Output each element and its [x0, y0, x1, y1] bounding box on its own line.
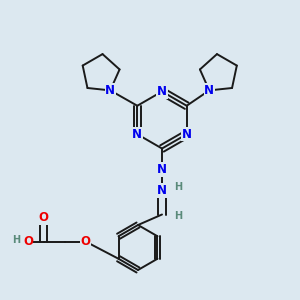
Text: O: O	[38, 211, 49, 224]
Text: N: N	[204, 84, 214, 97]
Text: H: H	[174, 211, 183, 221]
Text: O: O	[23, 235, 33, 248]
Text: N: N	[182, 128, 192, 141]
Text: H: H	[174, 182, 183, 193]
Text: N: N	[157, 85, 167, 98]
Text: H: H	[12, 235, 21, 245]
Text: N: N	[132, 128, 142, 141]
Text: N: N	[157, 163, 167, 176]
Text: N: N	[105, 84, 115, 97]
Text: N: N	[157, 184, 167, 197]
Text: O: O	[80, 235, 91, 248]
